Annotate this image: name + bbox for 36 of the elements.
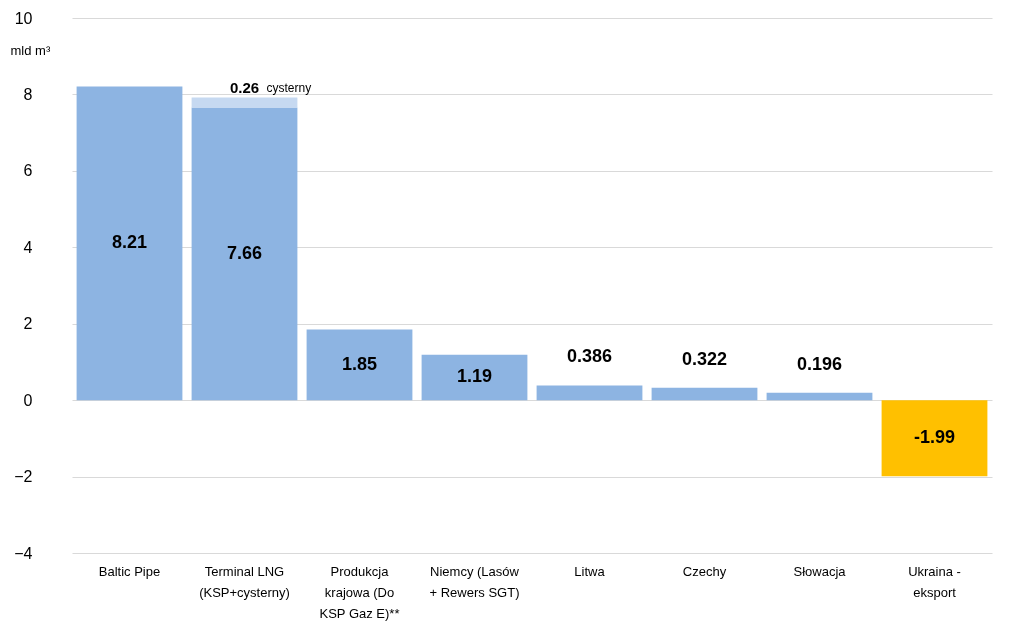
x-tick-label: Terminal LNG (KSP+cysterny) <box>199 563 290 600</box>
x-tick-label: Niemcy (Lasów + Rewers SGT) <box>429 563 520 600</box>
y-tick-label: 10 <box>14 9 33 27</box>
data-label: 0.322 <box>681 348 728 369</box>
x-tick-label: Produkcja krajowa (Do KSP Gaz E)** <box>319 563 400 621</box>
data-label: 7.66 <box>226 242 263 263</box>
x-tick-label: Baltic Pipe <box>98 563 161 579</box>
y-tick-label: 4 <box>23 238 33 256</box>
bar <box>766 392 873 401</box>
y-tick-label: 0 <box>23 391 33 409</box>
data-label: 0.26 <box>229 79 260 97</box>
x-tick-label: Ukraina - eksport <box>908 563 961 600</box>
x-tick-label: Słowacja <box>793 563 847 579</box>
data-label: 0.196 <box>796 353 843 374</box>
y-tick-label: −4 <box>14 544 33 562</box>
bar <box>651 387 758 401</box>
bar <box>191 107 298 401</box>
series-label: cysterny <box>266 81 312 96</box>
data-label: 0.386 <box>566 346 613 367</box>
data-label: 1.19 <box>456 366 493 387</box>
data-label: 1.85 <box>341 353 378 374</box>
y-axis-title: mld m³ <box>10 42 51 58</box>
x-tick-label: Czechy <box>682 563 727 579</box>
y-tick-label: 6 <box>23 162 33 180</box>
y-tick-label: 2 <box>23 315 33 333</box>
x-tick-label: Litwa <box>574 563 606 579</box>
data-label: -1.99 <box>913 427 956 448</box>
data-label: 8.21 <box>111 232 148 253</box>
bar <box>421 354 528 401</box>
bar <box>881 400 988 477</box>
bar <box>76 86 183 401</box>
bar <box>536 385 643 401</box>
bar <box>191 97 298 108</box>
y-tick-label: −2 <box>14 468 33 486</box>
y-tick-label: 8 <box>23 85 33 103</box>
bar <box>306 329 413 401</box>
